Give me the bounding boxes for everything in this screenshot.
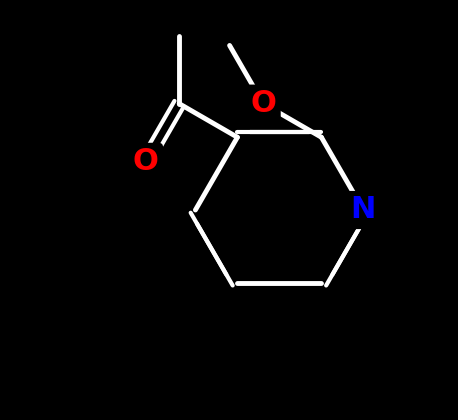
Text: O: O [133,147,158,176]
Text: O: O [250,89,276,118]
Text: N: N [351,195,376,225]
